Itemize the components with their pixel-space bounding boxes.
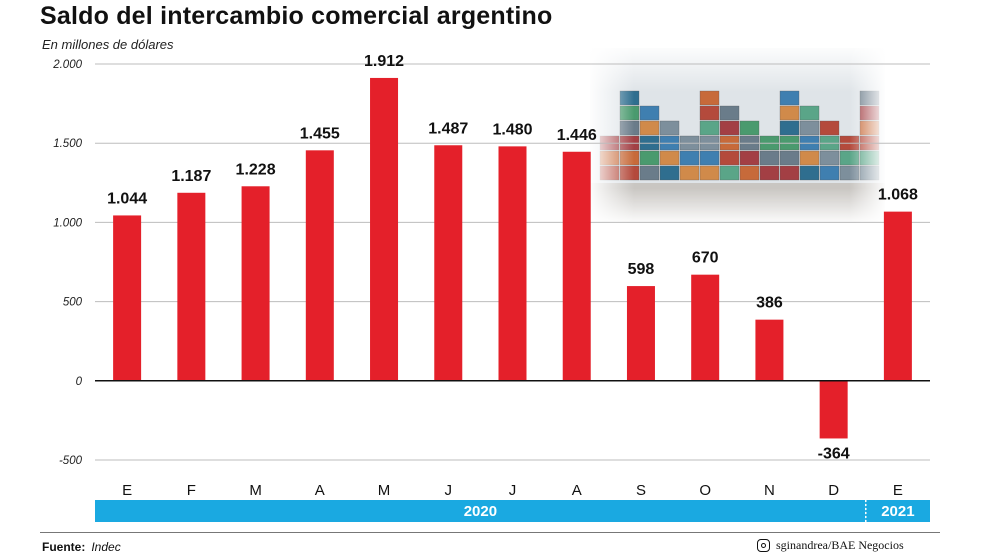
bar <box>691 274 720 381</box>
value-label: 1.044 <box>107 190 147 207</box>
bar <box>819 380 848 439</box>
x-tick-label: O <box>699 482 711 499</box>
x-tick-label: M <box>249 482 262 499</box>
y-tick-label: 2.000 <box>52 59 82 71</box>
chart-title: Saldo del intercambio comercial argentin… <box>40 2 553 30</box>
value-label: 386 <box>756 295 783 312</box>
x-tick-label: F <box>187 482 196 499</box>
year-band-segment <box>865 500 930 522</box>
credit-text: sginandrea/BAE Negocios <box>776 538 904 552</box>
source-value: Indec <box>91 540 121 554</box>
year-band-segment <box>95 500 866 522</box>
x-tick-label: J <box>509 482 517 499</box>
bar <box>370 77 399 381</box>
x-tick-label: S <box>636 482 646 499</box>
y-axis-ticks: 2.000 1.500 1.000 500 0 -500 <box>52 59 82 467</box>
source-label: Fuente: <box>42 540 86 554</box>
value-label: 1.487 <box>428 120 468 137</box>
x-tick-label: D <box>828 482 839 499</box>
y-tick-label: 0 <box>76 376 83 388</box>
bars <box>113 77 912 439</box>
bar <box>305 150 334 381</box>
x-tick-label: E <box>893 482 903 499</box>
source-note: Fuente: Indec <box>42 540 121 554</box>
x-tick-label: A <box>572 482 582 499</box>
value-label: 1.446 <box>557 127 597 144</box>
value-label: 1.912 <box>364 53 404 70</box>
x-tick-label: N <box>764 482 775 499</box>
bar <box>113 215 142 381</box>
value-label: 1.480 <box>492 121 532 138</box>
bar <box>177 192 206 381</box>
bar <box>626 286 655 381</box>
container-yard-photo <box>590 48 885 223</box>
y-tick-label: -500 <box>59 455 83 467</box>
value-label: 1.455 <box>300 125 340 142</box>
value-label: 1.068 <box>878 187 918 204</box>
x-tick-label: E <box>122 482 132 499</box>
bar <box>498 146 527 381</box>
x-tick-label: M <box>378 482 391 499</box>
y-tick-label: 1.500 <box>53 138 82 150</box>
year-label: 2021 <box>881 503 914 520</box>
chart-subtitle: En millones de dólares <box>42 37 174 52</box>
credit-note: sginandrea/BAE Negocios <box>757 538 904 553</box>
y-tick-label: 1.000 <box>53 217 82 229</box>
value-label: 598 <box>628 261 655 278</box>
value-label: 1.228 <box>236 161 276 178</box>
bar <box>883 211 912 381</box>
year-label: 2020 <box>464 503 497 520</box>
year-band: 2020 2021 <box>95 500 930 522</box>
bar <box>562 151 591 381</box>
x-tick-label: J <box>445 482 453 499</box>
bar <box>434 145 463 381</box>
y-tick-label: 500 <box>63 297 83 309</box>
value-label: 670 <box>692 250 719 267</box>
bar <box>755 319 784 381</box>
footer-divider <box>40 532 940 533</box>
instagram-icon <box>757 539 770 552</box>
x-tick-label: A <box>315 482 325 499</box>
value-label: -364 <box>818 445 850 462</box>
value-label: 1.187 <box>171 168 211 185</box>
value-labels: 1.044 1.187 1.228 1.455 1.912 1.487 1.480 1.446… <box>107 53 918 463</box>
bar <box>241 186 270 381</box>
